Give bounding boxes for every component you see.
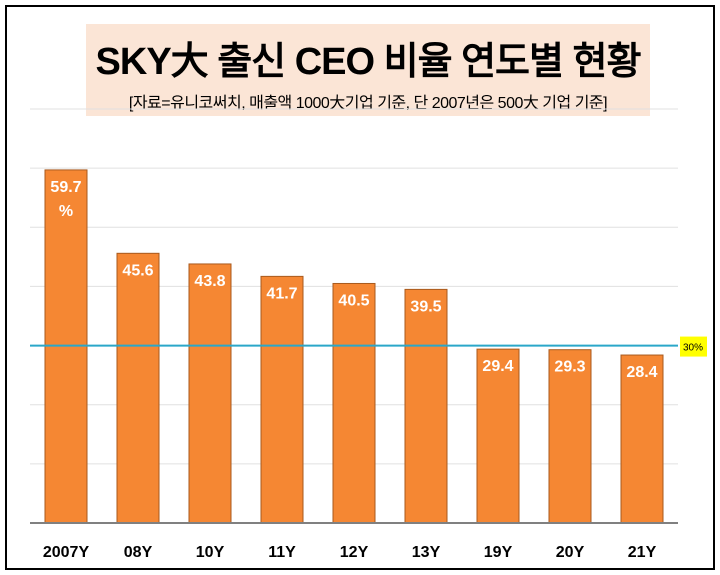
bar <box>260 275 304 524</box>
data-label: 41.7 <box>266 285 297 302</box>
x-tick-label: 19Y <box>484 544 513 561</box>
x-tick-label: 12Y <box>340 544 369 561</box>
x-tick-label: 20Y <box>556 544 585 561</box>
data-label: 28.4 <box>626 364 657 381</box>
data-label: 29.4 <box>482 358 513 375</box>
chart-subtitle: [자료=유니코써치, 매출액 1000大기업 기준, 단 2007년은 500大… <box>128 95 608 112</box>
reference-label-bg <box>680 336 707 357</box>
title-box: SKY大 출신 CEO 비율 연도별 현황 [자료=유니코써치, 매출액 100… <box>86 24 650 116</box>
reference-label: 30% <box>683 343 703 354</box>
data-label: 43.8 <box>194 273 225 290</box>
chart-title: SKY大 출신 CEO 비율 연도별 현황 <box>95 41 642 83</box>
x-tick-label: 11Y <box>268 544 296 561</box>
bar <box>476 348 520 524</box>
data-label: 40.5 <box>338 292 369 309</box>
bar <box>188 263 232 524</box>
data-label: % <box>59 203 73 220</box>
bar <box>332 282 376 524</box>
x-tick-label: 2007Y <box>43 544 90 561</box>
data-label: 59.7 <box>50 179 81 196</box>
data-label: 29.3 <box>554 359 585 376</box>
x-tick-label: 21Y <box>628 544 657 561</box>
x-tick-label: 10Y <box>196 544 225 561</box>
x-tick-label: 08Y <box>124 544 153 561</box>
chart-frame <box>5 5 715 570</box>
x-tick-label: 13Y <box>412 544 441 561</box>
data-label: 45.6 <box>122 262 153 279</box>
bar <box>404 288 448 524</box>
data-label: 39.5 <box>410 298 441 315</box>
bar <box>116 252 160 524</box>
